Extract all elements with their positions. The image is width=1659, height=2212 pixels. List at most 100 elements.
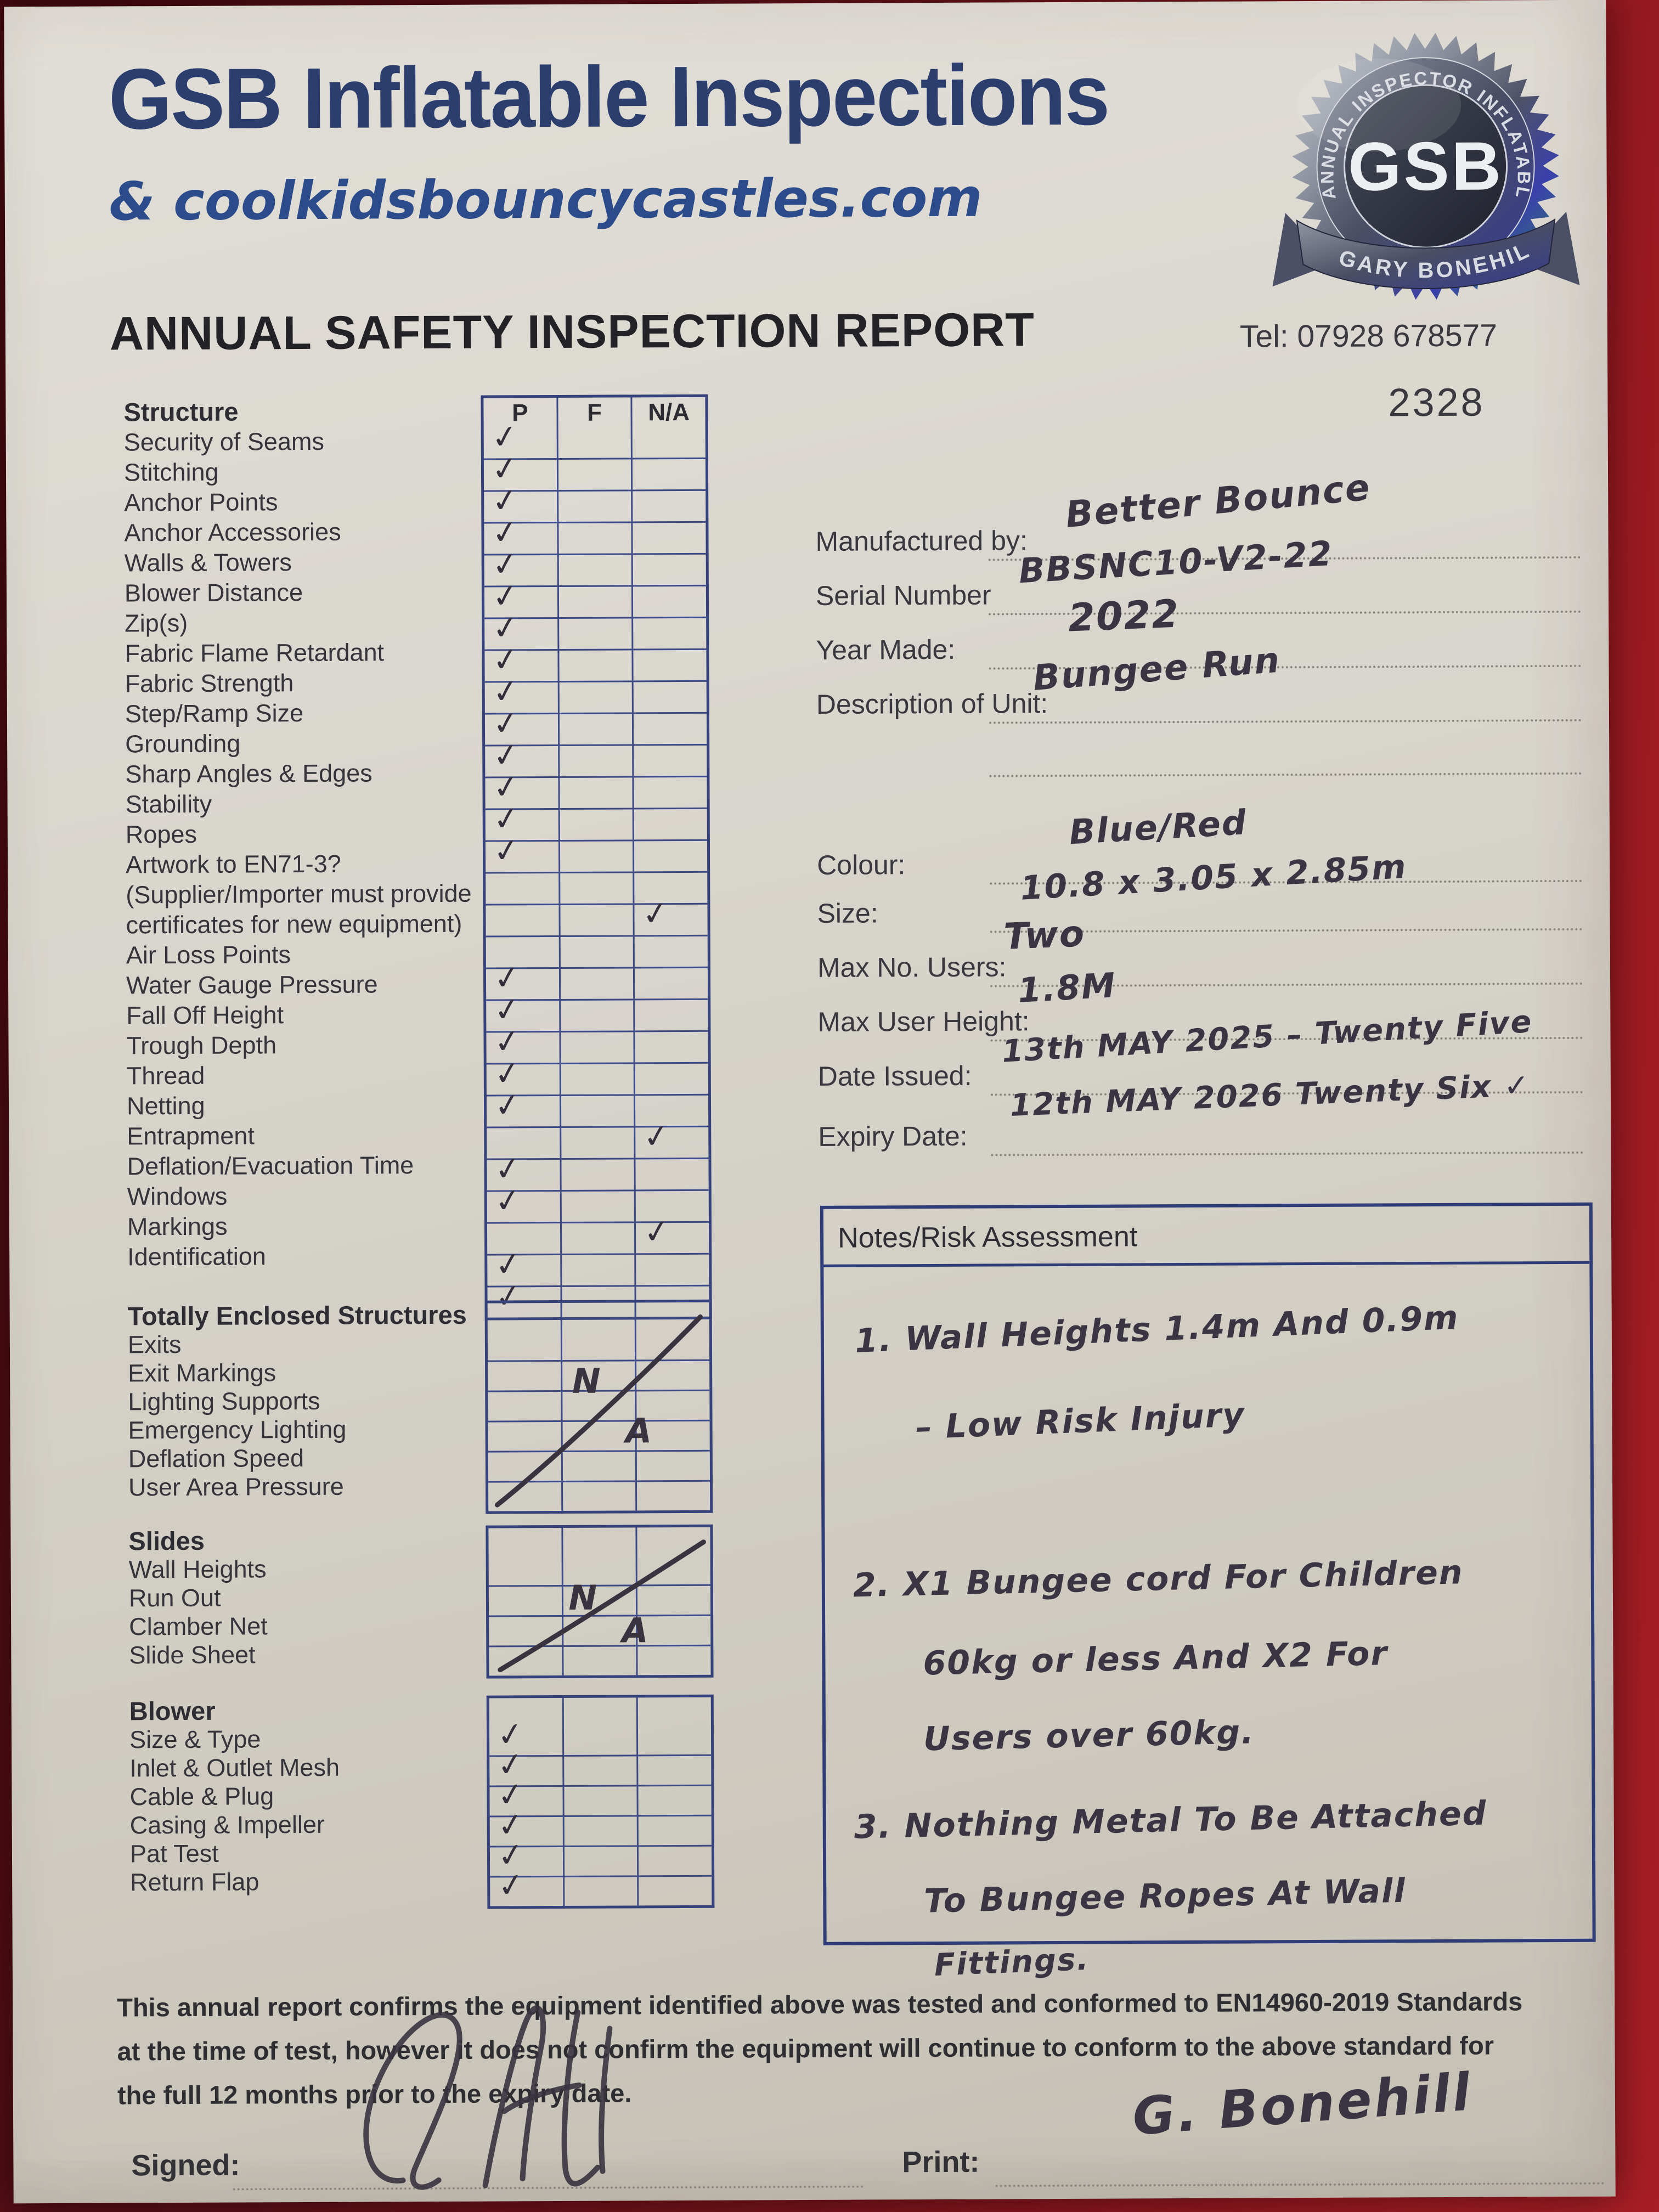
check-row: ✓ — [487, 1244, 709, 1286]
field-label-serial-number: Serial Number — [815, 579, 991, 611]
checklist-item-label: Stability — [125, 789, 212, 819]
check-row: ✓ — [485, 766, 707, 809]
checklist-item-label: Lighting Supports — [128, 1386, 320, 1416]
field-label-manufactured-by: Manufactured by: — [815, 525, 1028, 557]
checklist-item-label: Size & Type — [129, 1725, 261, 1754]
pass-checkmark: ✓ — [490, 766, 522, 807]
pass-checkmark: ✓ — [492, 1180, 524, 1221]
website-subtitle: & coolkidsbouncycastles.com — [109, 167, 983, 233]
checklist-item-label: certificates for new equipment) — [126, 909, 462, 939]
checklist-item-label: Ropes — [125, 820, 198, 849]
check-row — [488, 1330, 710, 1361]
checklist-item-label: Stitching — [123, 458, 219, 487]
print-signature: G. Bonehill — [1130, 2062, 1475, 2147]
signed-signature — [363, 2005, 613, 2190]
field-label-date-issued: Date Issued: — [817, 1060, 972, 1092]
check-row: ✓ — [484, 639, 707, 681]
field-label-description: Description of Unit: — [816, 688, 1048, 720]
check-row: ✓ — [489, 1804, 712, 1846]
check-row — [489, 1614, 711, 1646]
gsb-holographic-seal-icon: ANNUAL INSPECTOR INFLATABLE GSB GARY BON… — [1266, 27, 1580, 300]
checklist-item-label: Anchor Points — [124, 488, 278, 517]
check-row — [488, 1449, 710, 1481]
enclosed-section-labels: Totally Enclosed Structures Exits Exit Ma… — [127, 1300, 468, 1502]
field-label-expiry-date: Expiry Date: — [818, 1120, 968, 1152]
report-number: 2328 — [1388, 380, 1485, 425]
pass-checkmark: ✓ — [490, 670, 522, 712]
checklist-item-label: Identification — [127, 1242, 267, 1271]
check-row: ✓ — [484, 671, 707, 713]
checklist-item-label: Fall Off Height — [126, 1001, 284, 1030]
check-row: ✓ — [490, 1865, 712, 1906]
print-line — [995, 2182, 1605, 2187]
print-label: Print: — [902, 2145, 980, 2179]
checklist-item-label: Netting — [126, 1091, 205, 1120]
checklist-item-label: Return Flap — [130, 1867, 259, 1897]
pass-checkmark: ✓ — [491, 989, 523, 1030]
pass-checkmark: ✓ — [491, 1020, 523, 1062]
checklist-item-label: Zip(s) — [125, 608, 188, 637]
pass-checkmark: ✓ — [490, 798, 523, 839]
field-value-date-issued: 13th MAY 2025 – Twenty Five — [1001, 1003, 1533, 1070]
check-row: ✓ — [487, 1148, 709, 1190]
na-checkmark: ✓ — [641, 1211, 673, 1252]
check-row: ✓ — [486, 1053, 708, 1095]
field-line — [991, 1151, 1584, 1156]
field-value-max-user-height: 1.8M — [1017, 964, 1118, 1011]
check-row: ✓ — [487, 1211, 709, 1254]
pass-checkmark: ✓ — [492, 1052, 524, 1093]
pass-checkmark: ✓ — [489, 416, 521, 457]
check-row: ✓ — [483, 448, 706, 490]
section-heading: Structure — [123, 397, 239, 427]
checklist-item-label: Casing & Impeller — [129, 1810, 325, 1839]
field-label-colour: Colour: — [816, 849, 906, 881]
check-row: ✓ — [489, 1835, 712, 1876]
checklist-item-label: Trough Depth — [126, 1031, 277, 1060]
check-row — [488, 1419, 710, 1451]
check-row: ✓ — [486, 1085, 709, 1127]
check-row: ✓ — [485, 735, 707, 777]
checklist-item-label: Grounding — [125, 729, 241, 758]
check-row: ✓ — [486, 989, 708, 1031]
checklist-item-label: Thread — [126, 1061, 205, 1090]
check-row: ✓ — [487, 1180, 709, 1222]
pass-checkmark: ✓ — [492, 1084, 524, 1125]
handwritten-n: N — [568, 1578, 599, 1618]
field-label-max-user-height: Max User Height: — [817, 1006, 1030, 1037]
checklist-item-label: Walls & Towers — [124, 548, 292, 577]
checklist-item-label: Security of Seams — [123, 427, 325, 456]
pass-checkmark: ✓ — [489, 543, 522, 584]
field-value-size: 10.8 x 3.05 x 2.85m — [1019, 847, 1408, 908]
field-value-expiry-date: 12th MAY 2026 Twenty Six ✓ — [1009, 1067, 1531, 1124]
pass-checkmark: ✓ — [490, 830, 523, 871]
check-row — [488, 1584, 711, 1616]
field-label-max-users: Max No. Users: — [817, 951, 1007, 983]
field-value-colour: Blue/Red — [1068, 802, 1249, 853]
checklist-item-label: Cable & Plug — [129, 1782, 274, 1811]
column-header-na: N/A — [630, 397, 706, 428]
blower-check-grid: ✓ ✓ ✓ ✓ — [486, 1694, 715, 1909]
note-line-5: Users over 60kg. — [923, 1713, 1255, 1759]
enclosed-check-grid: N A — [484, 1299, 713, 1514]
check-row: ✓ — [486, 957, 708, 1000]
checklist-item-label: Exits — [127, 1330, 182, 1359]
report-title: ANNUAL SAFETY INSPECTION REPORT — [109, 303, 1035, 360]
checklist-item-label: Markings — [127, 1212, 228, 1241]
check-row — [486, 871, 708, 904]
column-header-fail: F — [556, 397, 631, 428]
check-row: ✓ — [489, 1744, 712, 1786]
checklist-item-label: Sharp Angles & Edges — [125, 759, 373, 788]
pass-checkmark: ✓ — [492, 1148, 524, 1189]
structure-section-labels: Structure Security of Seams Stitching Anch… — [123, 396, 473, 1272]
field-value-description: Bungee Run — [1031, 640, 1282, 699]
checklist-item-label: Fabric Strength — [125, 669, 294, 698]
check-row: ✓ — [489, 1774, 712, 1816]
pass-checkmark: ✓ — [492, 1243, 524, 1284]
checklist-item-label: Air Loss Points — [126, 940, 291, 969]
signed-label: Signed: — [131, 2148, 240, 2182]
field-label-year-made: Year Made: — [816, 634, 956, 665]
checklist-item-label: User Area Pressure — [128, 1472, 344, 1502]
section-heading: Slides — [128, 1526, 205, 1556]
checklist-item-label: Artwork to EN71-3? — [125, 849, 341, 879]
